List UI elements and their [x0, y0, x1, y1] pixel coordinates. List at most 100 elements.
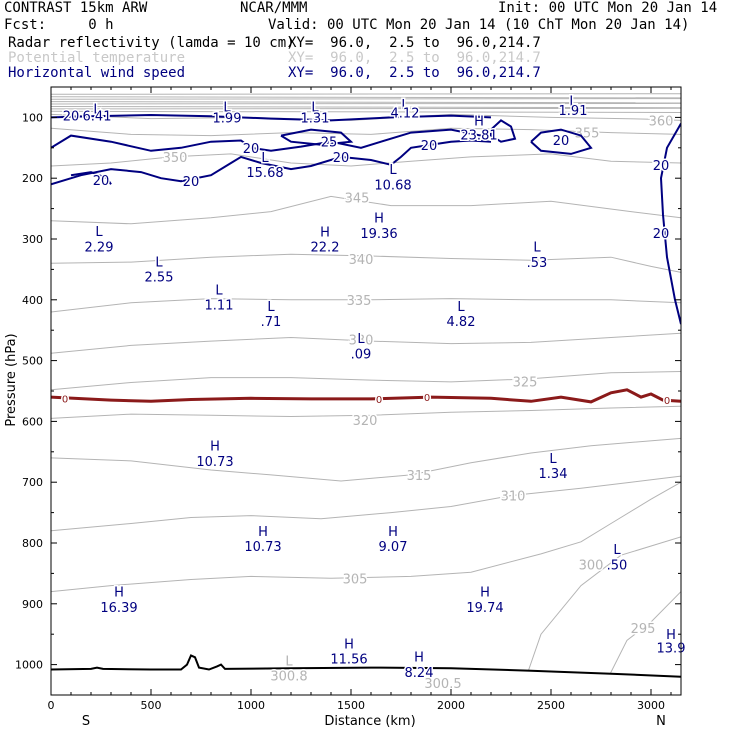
high-marker: H	[114, 586, 124, 601]
freezing-level-label: 0	[664, 396, 670, 407]
low-marker: L	[533, 240, 541, 255]
extremum-value: .50	[607, 558, 628, 573]
theta-stratosphere-line	[51, 102, 681, 105]
plot-frame	[50, 86, 682, 696]
wind-label-20: 20	[553, 134, 570, 149]
extremum-value: 2.29	[85, 240, 114, 255]
high-marker: H	[210, 440, 220, 455]
terrain-fill	[51, 655, 681, 695]
theta-label-295: 295	[631, 622, 656, 637]
extremum-value: 1.91	[559, 104, 588, 119]
extremum-value: 1.34	[539, 467, 568, 482]
forecast-hour: Fcst: 0 h	[4, 17, 114, 33]
freezing-level-label: 0	[376, 395, 382, 406]
extremum-value: 22.2	[311, 240, 340, 255]
theta-label-350: 350	[163, 151, 188, 166]
init-time: Init: 00 UTC Mon 20 Jan 14	[498, 0, 718, 16]
extremum-value: .71	[261, 315, 282, 330]
low-marker: L	[95, 225, 103, 240]
theta-label-330: 330	[349, 333, 374, 348]
high-marker: H	[320, 226, 330, 241]
low-marker: L	[401, 98, 409, 113]
wind-contour-20	[70, 171, 112, 185]
low-marker: L	[457, 300, 465, 315]
extremum-value: 15.68	[246, 166, 283, 181]
theta-contour-335	[51, 298, 681, 313]
model-title: CONTRAST 15km ARW	[4, 0, 148, 16]
theta-contour-345	[51, 195, 681, 225]
field-wind: Horizontal wind speed	[8, 65, 186, 81]
wind-label-20: 20	[333, 151, 350, 166]
wind-contour-25	[280, 128, 354, 146]
extremum-value: 10.68	[374, 178, 411, 193]
theta-label-325: 325	[513, 375, 538, 390]
low-marker: L	[311, 100, 319, 115]
x-tick-label: 3000	[637, 699, 665, 712]
low-marker: L	[569, 94, 577, 109]
extremum-value: 1.31	[301, 111, 330, 126]
theta-stratosphere-line	[51, 107, 681, 110]
freezing-level-line	[50, 388, 682, 404]
extremum-value: 6.41	[83, 110, 112, 125]
y-tick-label: 200	[22, 172, 43, 185]
extremum-value: 8.24	[405, 666, 434, 681]
field-reflectivity-xy: XY= 96.0, 2.5 to 96.0,214.7	[288, 35, 541, 51]
x-tick-label: 500	[141, 699, 162, 712]
low-marker: L	[215, 283, 223, 298]
theta-label-360: 360	[649, 114, 674, 129]
extremum-value: 23.81	[460, 128, 497, 143]
wind-contour-20	[659, 123, 681, 325]
x-tick-label: 2500	[537, 699, 565, 712]
x-tick-label: 1500	[337, 699, 365, 712]
x-axis-label: Distance (km)	[324, 714, 415, 729]
low-marker: L	[549, 452, 557, 467]
high-marker: H	[374, 212, 384, 227]
extremum-value: 16.39	[100, 601, 137, 616]
y-tick-label: 500	[22, 355, 43, 368]
theta-label-345: 345	[345, 192, 370, 207]
wind-label-20: 20	[421, 139, 438, 154]
extremum-value: 10.73	[244, 540, 281, 555]
low-marker: L	[155, 255, 163, 270]
theta-contours: 300 295 305 310 315 320 325 330 335 340 345 350 355 3…	[51, 93, 681, 693]
extremum-value: 13.9	[657, 642, 686, 657]
x-end-label-south: S	[82, 714, 90, 729]
axes: 0 500 1000 1500 2000 2500 30001002003004005006…	[15, 86, 682, 712]
extremum-value: .53	[527, 256, 548, 271]
theta-label-335: 335	[347, 294, 372, 309]
theta-stratosphere-line	[51, 106, 681, 109]
terrain	[50, 654, 682, 695]
theta-stratosphere-line	[51, 98, 681, 100]
y-tick-label: 700	[22, 476, 43, 489]
field-theta-xy: XY= 96.0, 2.5 to 96.0,214.7	[288, 50, 541, 66]
y-tick-label: 100	[22, 111, 43, 124]
y-tick-label: 900	[22, 598, 43, 611]
theta-label-315: 315	[407, 469, 432, 484]
valid-time: Valid: 00 UTC Mon 20 Jan 14 (10 ChT Mon …	[268, 17, 690, 33]
extremum-value: 2.55	[145, 271, 174, 286]
theta-contour-340	[51, 253, 681, 273]
theta-contour-315	[51, 437, 681, 482]
extremum-value: 1.11	[205, 299, 234, 314]
y-tick-label: 800	[22, 537, 43, 550]
y-axis-label: Pressure (hPa)	[4, 333, 19, 426]
field-reflectivity: Radar reflectivity (lamda = 10 cm)	[8, 35, 295, 51]
wind-contour-20	[51, 128, 482, 152]
wind-contour-20	[530, 128, 593, 155]
wind-contour-20	[490, 119, 517, 143]
extremum-value: 19.36	[360, 227, 397, 242]
theta-label-300: 300	[579, 558, 604, 573]
wind-label: 20	[63, 110, 80, 125]
wind-label-20: 20	[183, 175, 200, 190]
low-marker: L	[261, 151, 269, 166]
y-tick-label: 600	[22, 415, 43, 428]
extremum-value: 19.74	[466, 601, 503, 616]
extremum-value: 4.82	[447, 315, 476, 330]
high-marker: H	[480, 586, 490, 601]
y-tick-label: 400	[22, 294, 43, 307]
theta-label-340: 340	[349, 253, 374, 268]
low-marker: L	[389, 163, 397, 178]
theta-stratosphere-line	[51, 101, 681, 104]
